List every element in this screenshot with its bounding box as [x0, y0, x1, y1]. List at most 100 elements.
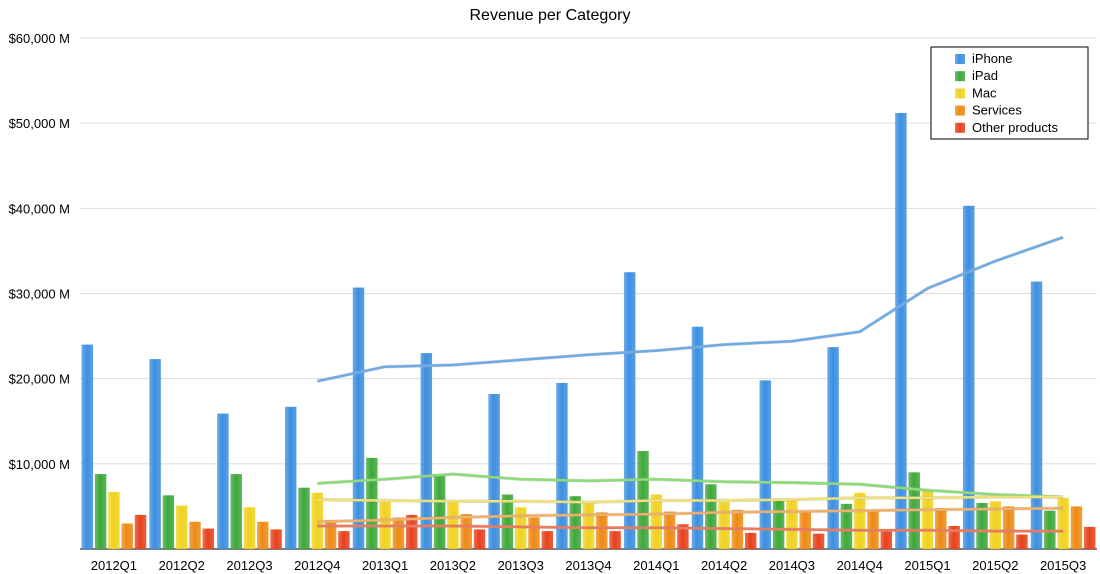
y-tick-label: $60,000 M [9, 31, 70, 46]
bar-ipad [230, 474, 242, 549]
bar-other-products [1016, 534, 1028, 549]
bar-ipad [162, 495, 175, 549]
bar-ipad [705, 484, 717, 549]
bar-ipad [976, 503, 988, 549]
y-tick-label: $40,000 M [9, 201, 70, 216]
legend: iPhone iPad Mac Services Other products [930, 46, 1089, 140]
trend-line-other-products [317, 524, 1064, 533]
bar-mac [853, 492, 866, 549]
bar-mac [921, 490, 934, 549]
bar-ipad [366, 457, 378, 549]
bar-other-products [677, 524, 689, 549]
bar-other-products [812, 533, 825, 549]
x-tick-label: 2013Q1 [362, 558, 408, 573]
bars [81, 112, 1096, 550]
bar-services [596, 512, 608, 549]
bar-services [324, 520, 337, 549]
chart-title: Revenue per Category [470, 7, 631, 24]
bar-iphone [623, 272, 636, 549]
bar-mac [1057, 497, 1069, 549]
x-tick-label: 2012Q2 [159, 558, 205, 573]
x-tick-label: 2014Q2 [701, 558, 747, 573]
bar-services [257, 521, 269, 549]
bar-ipad [94, 474, 107, 549]
y-tick-label: $10,000 M [9, 457, 70, 472]
x-tick-label: 2013Q2 [430, 558, 476, 573]
legend-entry: Other products [972, 120, 1058, 135]
bar-services [189, 521, 201, 549]
bar-mac [175, 505, 188, 549]
bar-iphone [217, 413, 229, 549]
trend-lines [316, 235, 1064, 533]
x-tick-label: 2012Q4 [294, 558, 340, 573]
x-tick-label: 2012Q3 [226, 558, 272, 573]
bar-mac [582, 501, 595, 549]
bar-services [460, 514, 472, 549]
bar-mac [650, 494, 663, 549]
bar-ipad [1044, 510, 1056, 549]
bar-other-products [202, 528, 215, 549]
trend-line-ipad [317, 472, 1064, 499]
bar-ipad [840, 503, 853, 549]
legend-entry: iPad [972, 68, 998, 83]
bar-other-products [609, 531, 621, 549]
y-tick-label: $50,000 M [9, 116, 70, 131]
bar-other-products [270, 529, 282, 549]
legend-entry: iPhone [972, 51, 1012, 66]
bar-iphone [691, 326, 704, 549]
trend-line-mac [317, 495, 1064, 504]
bar-iphone [81, 344, 94, 549]
x-tick-label: 2013Q4 [565, 558, 611, 573]
legend-swatch [955, 105, 965, 116]
bar-other-products [338, 531, 350, 549]
bar-services [935, 508, 947, 549]
bar-iphone [962, 205, 975, 550]
bar-iphone [488, 393, 500, 549]
trend-line-services [317, 506, 1064, 523]
bar-iphone [759, 380, 772, 549]
legend-swatch [955, 71, 965, 82]
bar-iphone [420, 353, 433, 549]
y-tick-label: $30,000 M [9, 287, 70, 302]
bar-iphone [895, 112, 907, 550]
bar-ipad [772, 498, 785, 549]
bar-mac [718, 502, 730, 549]
y-tick-label: $20,000 M [9, 372, 70, 387]
x-tick-label: 2012Q1 [91, 558, 137, 573]
bar-other-products [134, 514, 147, 549]
bar-other-products [541, 531, 554, 549]
trend-line-iphone [317, 236, 1064, 383]
bar-other-products [744, 532, 757, 549]
bar-ipad [433, 474, 446, 549]
bar-services [121, 523, 133, 549]
bar-services [392, 517, 405, 549]
bar-iphone [556, 382, 568, 549]
bar-other-products [948, 526, 960, 549]
x-tick-label: 2014Q1 [633, 558, 679, 573]
legend-entry: Mac [972, 85, 997, 100]
legend-swatch [955, 122, 965, 133]
bar-services [1002, 506, 1015, 549]
x-tick-label: 2015Q2 [972, 558, 1018, 573]
x-axis: 2012Q1 2012Q2 2012Q3 2012Q4 2013Q1 2013Q2 2013… [91, 558, 1086, 573]
bar-mac [108, 491, 120, 549]
bar-other-products [880, 530, 893, 549]
bar-other-products [473, 529, 486, 549]
bar-ipad [501, 494, 514, 549]
bar-mac [989, 501, 1002, 549]
x-tick-label: 2015Q1 [904, 558, 950, 573]
bar-iphone [284, 406, 297, 549]
bar-mac [786, 500, 798, 549]
x-tick-label: 2013Q3 [498, 558, 544, 573]
bar-iphone [827, 347, 839, 549]
legend-entry: Services [972, 103, 1022, 118]
bar-ipad [569, 496, 581, 549]
bar-services [663, 511, 676, 549]
bar-iphone [352, 287, 365, 549]
bar-other-products [1083, 526, 1096, 549]
bar-services [528, 517, 540, 549]
bar-mac [243, 507, 256, 549]
x-tick-label: 2014Q4 [837, 558, 883, 573]
bar-iphone [1030, 281, 1043, 549]
